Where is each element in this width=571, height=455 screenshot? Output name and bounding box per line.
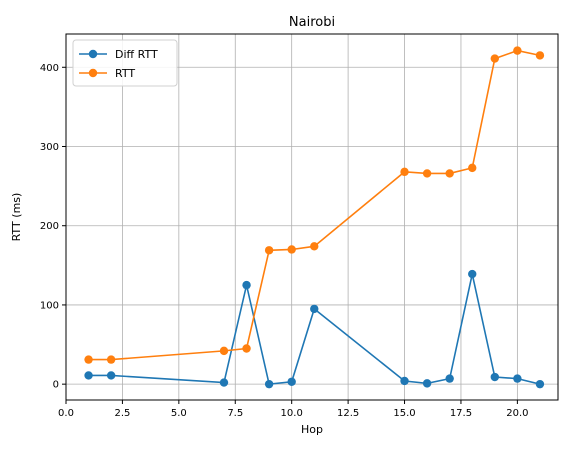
x-tick-label: 10.0 bbox=[281, 408, 303, 419]
legend-box bbox=[72, 39, 178, 87]
data-point bbox=[310, 242, 319, 251]
data-point bbox=[264, 379, 274, 389]
x-tick-label: 2.5 bbox=[114, 408, 130, 419]
data-point bbox=[106, 355, 116, 364]
data-point bbox=[84, 355, 93, 364]
data-point bbox=[310, 304, 319, 314]
y-tick-label: 300 bbox=[40, 142, 59, 153]
legend-marker bbox=[88, 68, 98, 78]
y-tick-label: 400 bbox=[40, 63, 59, 74]
data-point bbox=[219, 346, 229, 356]
data-point bbox=[445, 374, 454, 383]
data-point bbox=[535, 379, 545, 389]
data-point bbox=[490, 54, 500, 63]
x-axis-label: Hop bbox=[301, 423, 323, 436]
data-point bbox=[242, 344, 251, 353]
grid bbox=[65, 34, 558, 400]
x-tick-label: 12.5 bbox=[337, 408, 359, 419]
data-point bbox=[219, 378, 229, 387]
x-tick-label: 15.0 bbox=[393, 408, 415, 419]
data-point bbox=[468, 269, 477, 279]
x-tick-label: 17.5 bbox=[450, 408, 472, 419]
data-point bbox=[535, 51, 545, 60]
data-point bbox=[287, 377, 296, 386]
y-axis-label: RTT (ms) bbox=[10, 193, 23, 242]
series-layer bbox=[84, 46, 545, 389]
chart-title: Nairobi bbox=[289, 15, 335, 30]
series-line bbox=[88, 273, 541, 386]
data-point bbox=[422, 379, 432, 388]
data-point bbox=[400, 167, 409, 177]
data-point bbox=[264, 246, 274, 255]
legend-marker bbox=[88, 49, 98, 59]
series-rtt bbox=[84, 46, 545, 364]
legend-label: RTT bbox=[115, 67, 135, 80]
legend-label: Diff RTT bbox=[115, 48, 158, 61]
data-point bbox=[84, 371, 93, 380]
series-diff-rtt bbox=[84, 269, 545, 389]
data-point bbox=[468, 163, 477, 173]
data-point bbox=[400, 376, 409, 386]
legend: Diff RTT RTT bbox=[72, 39, 178, 87]
series-line bbox=[88, 49, 541, 361]
x-tick-label: 20.0 bbox=[506, 408, 528, 419]
plot-frame bbox=[65, 33, 559, 401]
data-point bbox=[242, 280, 251, 290]
data-point bbox=[422, 169, 432, 178]
data-point bbox=[513, 374, 522, 383]
y-tick-label: 0 bbox=[53, 380, 59, 391]
data-point bbox=[287, 245, 296, 254]
data-point bbox=[490, 372, 500, 382]
x-tick-label: 5.0 bbox=[171, 408, 187, 419]
ticks: 0.0 2.5 5.0 7.5 10.0 12.5 15.0 17.5 20.0 0 100 200 3… bbox=[40, 63, 529, 419]
data-point bbox=[513, 46, 522, 55]
data-point bbox=[106, 371, 116, 380]
y-tick-label: 100 bbox=[40, 300, 59, 311]
x-tick-label: 0.0 bbox=[58, 408, 74, 419]
x-tick-label: 7.5 bbox=[227, 408, 243, 419]
y-tick-label: 200 bbox=[40, 221, 59, 232]
data-point bbox=[445, 169, 454, 178]
